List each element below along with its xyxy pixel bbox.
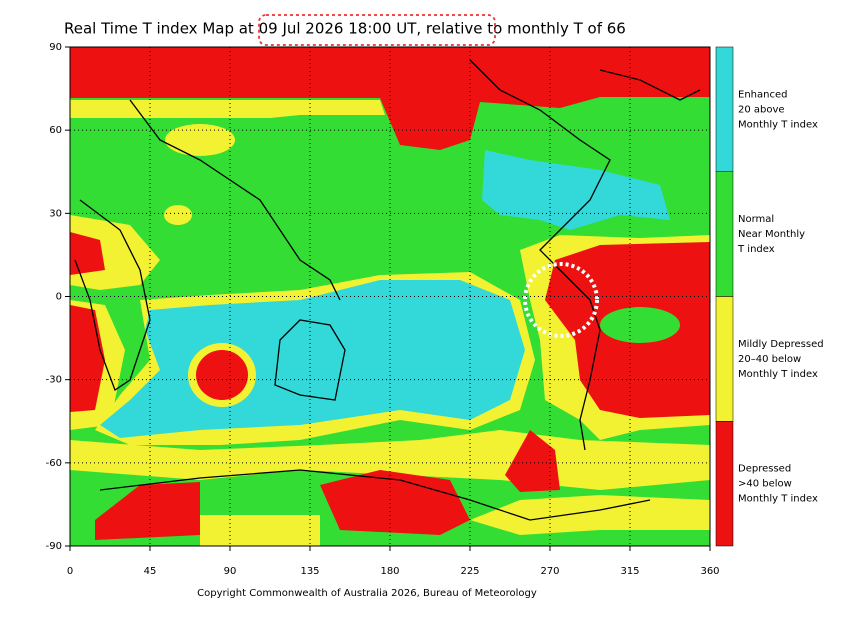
y-tick-label: 90 bbox=[49, 42, 62, 53]
legend-label: Normal bbox=[738, 214, 774, 225]
legend-label: 20 above bbox=[738, 104, 785, 115]
y-tick-label: -30 bbox=[46, 375, 62, 386]
x-tick-label: 0 bbox=[67, 566, 73, 577]
x-tick-label: 315 bbox=[620, 566, 639, 577]
depressed-area bbox=[70, 47, 710, 150]
enhanced-area bbox=[482, 150, 670, 230]
y-tick-label: 60 bbox=[49, 125, 62, 136]
plot-frame bbox=[69, 46, 711, 547]
legend: Enhanced 20 above Monthly T index Normal Nea… bbox=[715, 46, 824, 547]
x-tick-label: 225 bbox=[460, 566, 479, 577]
legend-swatch bbox=[715, 171, 734, 297]
legend-label: 20–40 below bbox=[738, 354, 801, 365]
legend-label: Monthly T index bbox=[738, 494, 818, 505]
normal-area bbox=[600, 307, 680, 343]
x-tick-label: 135 bbox=[300, 566, 319, 577]
x-tick-label: 360 bbox=[700, 566, 719, 577]
legend-label: >40 below bbox=[738, 479, 792, 490]
y-tick-label: -90 bbox=[46, 541, 62, 552]
depressed-area bbox=[70, 232, 105, 275]
legend-swatch bbox=[715, 46, 734, 172]
y-tick-label: 0 bbox=[56, 292, 62, 303]
x-tick-label: 270 bbox=[540, 566, 559, 577]
title-highlight bbox=[258, 14, 496, 46]
x-tick-label: 90 bbox=[224, 566, 237, 577]
legend-label: Near Monthly bbox=[738, 229, 805, 240]
x-tick-label: 180 bbox=[380, 566, 399, 577]
y-tick-label: -60 bbox=[46, 458, 62, 469]
depressed-area bbox=[196, 350, 248, 400]
mild-area bbox=[165, 124, 235, 156]
mild-area bbox=[200, 515, 320, 546]
legend-label: T index bbox=[737, 244, 775, 255]
x-tick-label: 45 bbox=[144, 566, 157, 577]
legend-label: Enhanced bbox=[738, 89, 787, 100]
legend-label: Mildly Depressed bbox=[738, 339, 824, 350]
depressed-area bbox=[505, 430, 560, 492]
highlight-circle bbox=[523, 262, 599, 338]
mild-area bbox=[70, 100, 385, 118]
legend-swatch bbox=[715, 296, 734, 422]
legend-label: Depressed bbox=[738, 464, 791, 475]
legend-swatch bbox=[715, 421, 734, 547]
mild-area bbox=[164, 205, 192, 225]
mild-area bbox=[470, 495, 710, 535]
y-tick-label: 30 bbox=[49, 208, 62, 219]
depressed-area bbox=[95, 482, 200, 540]
copyright: Copyright Commonwealth of Australia 2026… bbox=[197, 588, 537, 599]
depressed-area bbox=[320, 470, 470, 535]
legend-label: Monthly T index bbox=[738, 369, 818, 380]
map-title: Real Time T index Map at 09 Jul 2026 18:… bbox=[64, 20, 626, 38]
legend-label: Monthly T index bbox=[738, 119, 818, 130]
